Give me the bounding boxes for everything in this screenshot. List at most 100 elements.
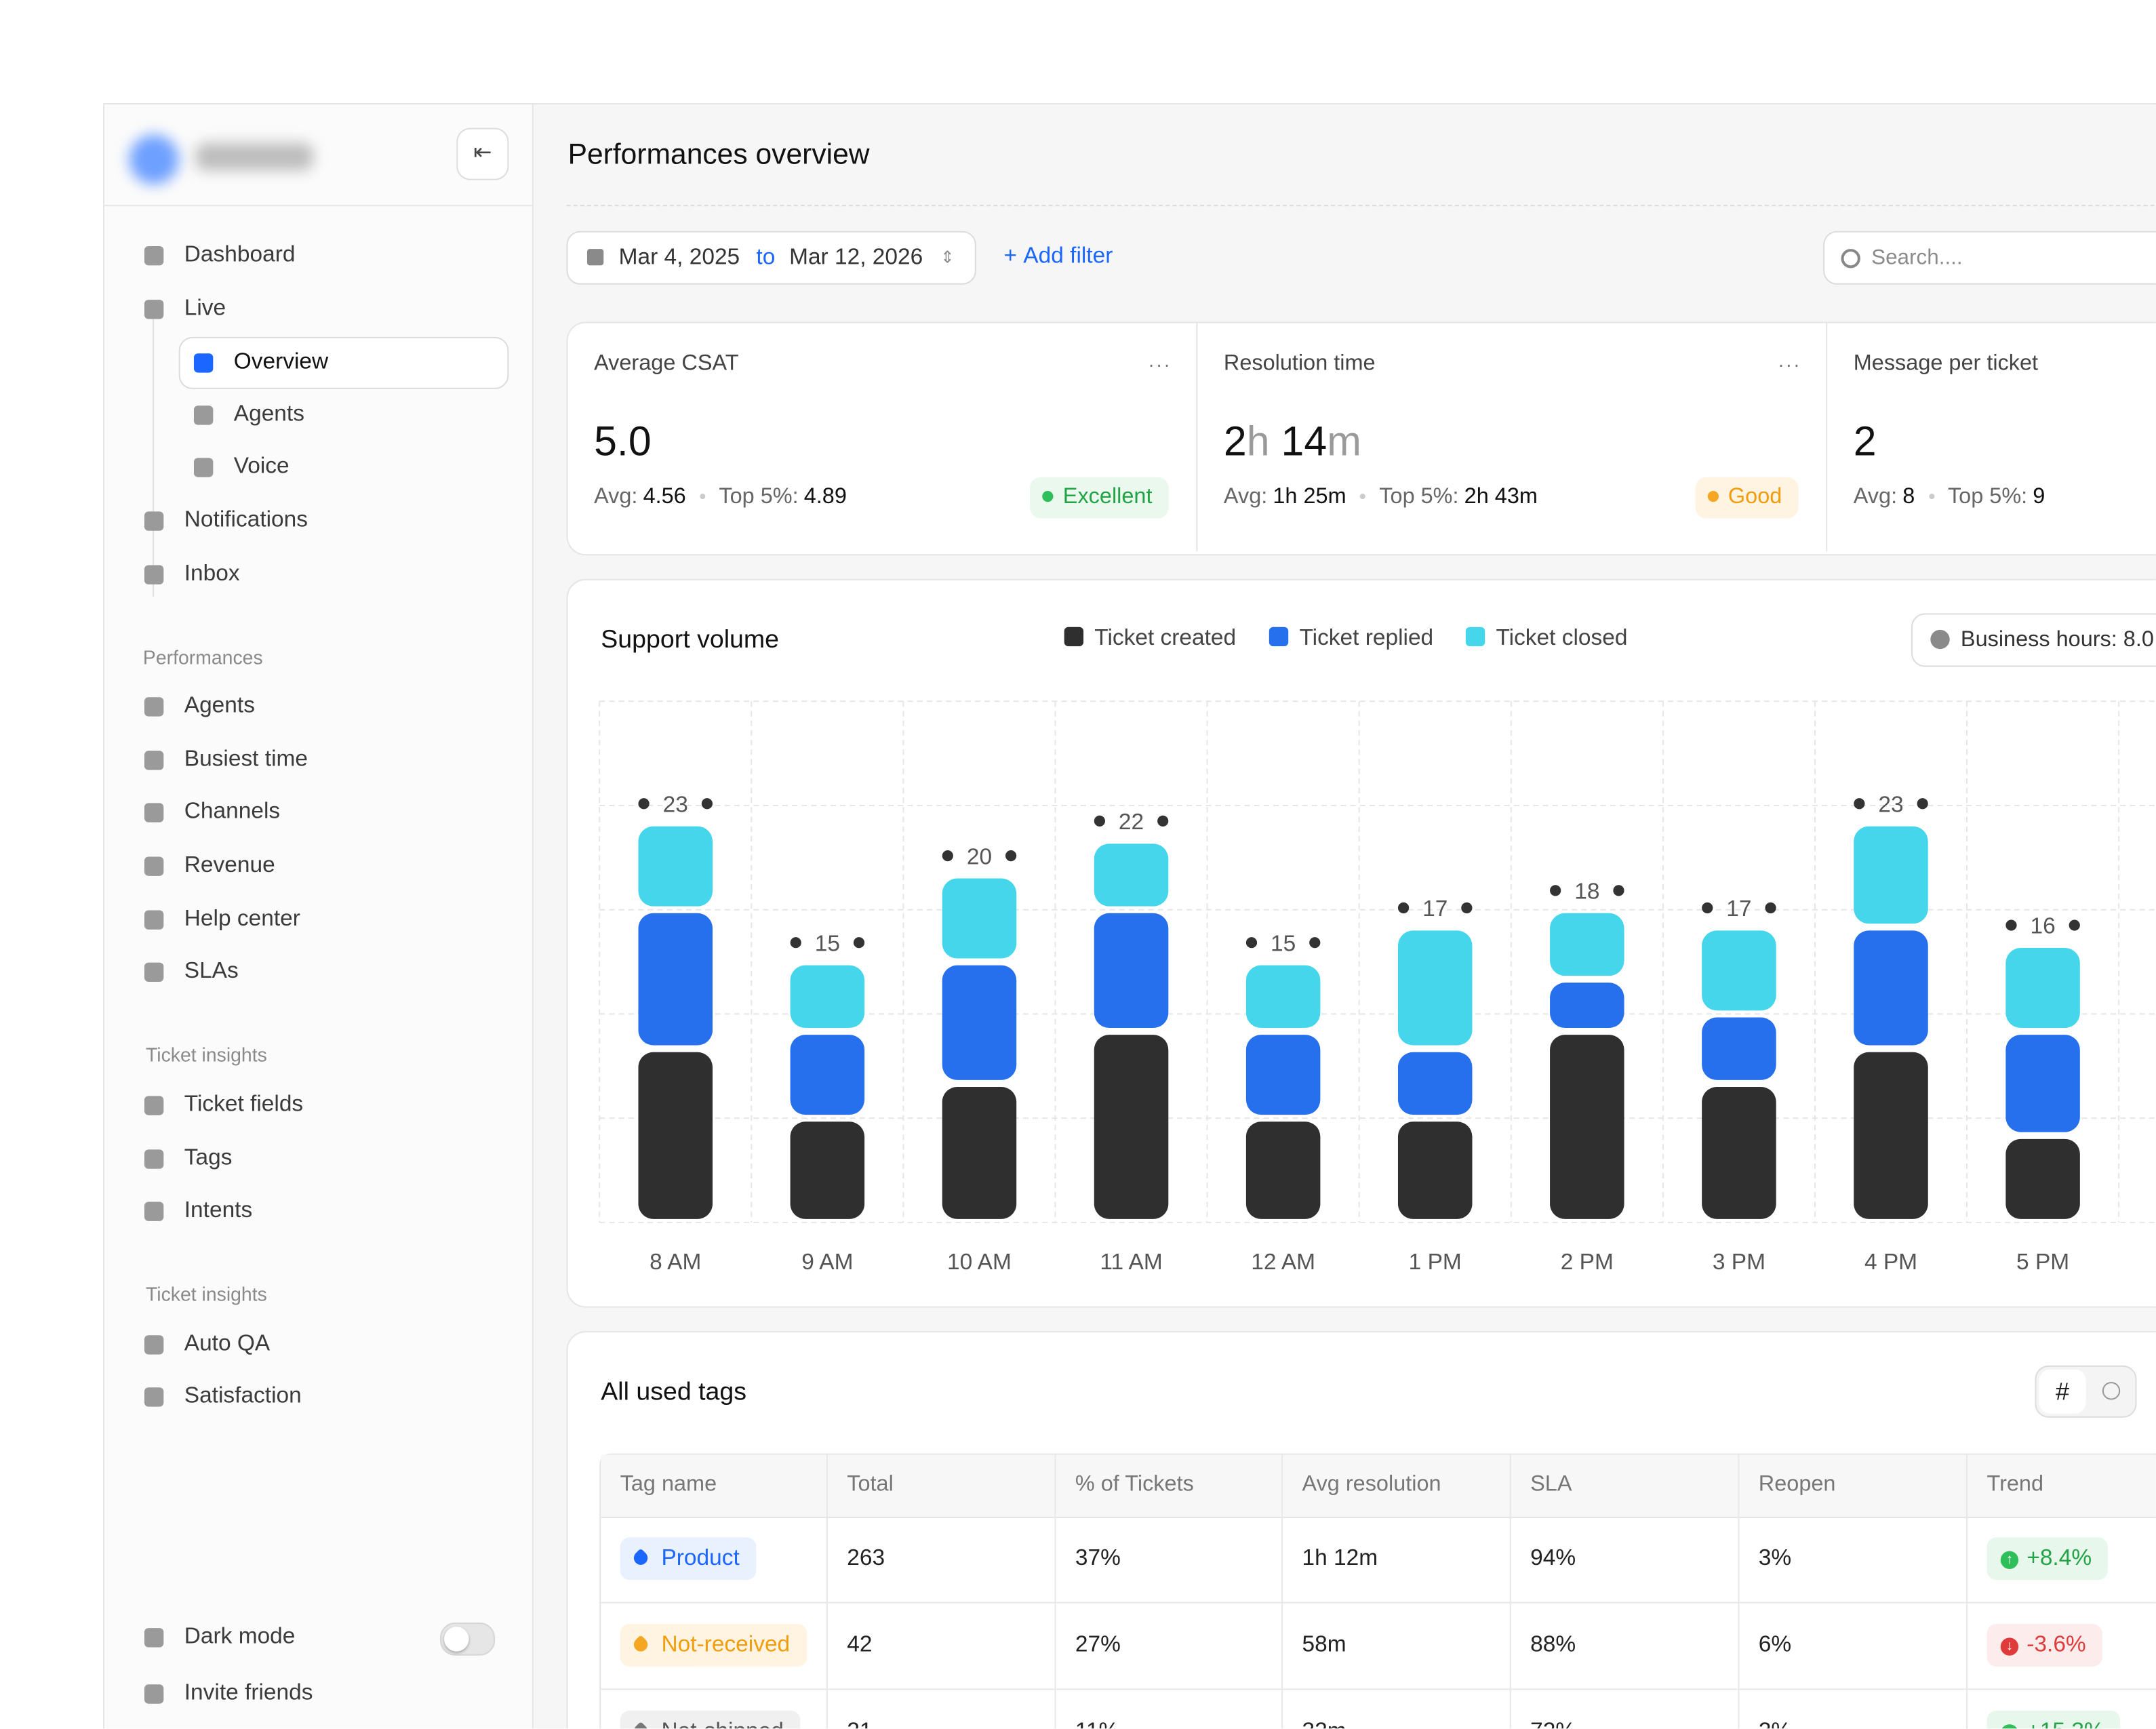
nav-item[interactable]: Ticket fields xyxy=(184,1092,304,1117)
kpi-value: 2h 14m xyxy=(1224,420,1361,466)
bar-segment xyxy=(1702,1086,1776,1219)
bar-segment xyxy=(790,1121,865,1219)
nav-item[interactable]: Channels xyxy=(184,799,281,824)
bar-segment xyxy=(1245,1121,1321,1219)
top-value: 9 xyxy=(2033,485,2045,509)
tag-pill[interactable]: Not-shipped xyxy=(620,1710,801,1729)
kpi-value-part: h xyxy=(1246,419,1270,465)
tag-pill[interactable]: Not-received xyxy=(620,1624,807,1667)
row-line xyxy=(601,1602,2156,1604)
nav-icon xyxy=(144,511,164,531)
total-label: 15 xyxy=(815,931,840,956)
bar-segment xyxy=(2005,1138,2080,1219)
total-dot xyxy=(1461,902,1473,914)
business-hours-label: Business hours: 8.0 xyxy=(1960,628,2154,652)
nav-icon xyxy=(144,751,164,770)
tag-pill[interactable]: Product xyxy=(620,1537,757,1581)
trend-value: +8.4% xyxy=(2027,1545,2092,1570)
nav-item[interactable]: Auto QA xyxy=(184,1331,271,1356)
total-dot xyxy=(1550,885,1561,896)
trend-pill: ↑ +15.3% xyxy=(1987,1710,2121,1729)
bar-segment xyxy=(1094,843,1169,907)
nav-icon xyxy=(144,1096,164,1115)
bar-segment xyxy=(1854,1052,1928,1219)
nav-icon xyxy=(144,1628,164,1648)
top-value: 2h 43m xyxy=(1464,485,1538,509)
date-to: Mar 12, 2026 xyxy=(789,244,923,270)
nav-item[interactable]: Inbox xyxy=(184,561,240,586)
chart: Ticket created Ticket replied Ticket close… xyxy=(599,625,2156,1275)
total-dot xyxy=(1094,815,1106,827)
kpi-value-part: 14 xyxy=(1269,419,1327,465)
x-tick-label: 3 PM xyxy=(1713,1250,1765,1275)
bar-segment xyxy=(942,965,1017,1080)
cell: 88% xyxy=(1530,1632,1576,1657)
total-dot xyxy=(638,798,650,810)
search-box[interactable]: Search.... xyxy=(1823,231,2156,285)
total-dot xyxy=(2069,919,2080,931)
bar-segment xyxy=(1094,913,1169,1028)
kpi-row xyxy=(566,321,2156,556)
nav-item[interactable]: Dashboard xyxy=(184,241,296,267)
section-label: Performances xyxy=(142,646,263,669)
nav-item[interactable]: Satisfaction xyxy=(184,1383,302,1408)
date-range[interactable]: Mar 4, 2025 to Mar 12, 2026 ⇕ xyxy=(566,231,976,285)
bar-segment xyxy=(1245,965,1321,1028)
more-menu[interactable]: ··· xyxy=(1778,353,1801,376)
bar-segment xyxy=(1854,930,1928,1046)
nav-item[interactable]: Live xyxy=(184,296,226,321)
cell: 32m xyxy=(1302,1719,1346,1728)
bar-segment xyxy=(1550,982,1624,1028)
column-header: Avg resolution xyxy=(1302,1472,1441,1496)
nav-item[interactable]: Tags xyxy=(184,1145,233,1170)
nav-item[interactable]: Invite friends xyxy=(184,1680,313,1705)
total-dot xyxy=(853,937,865,949)
nav-item[interactable]: SLAs xyxy=(184,958,239,984)
nav-item[interactable]: Agents xyxy=(184,693,255,718)
chart-title: Support volume xyxy=(601,624,780,654)
total-dot xyxy=(942,850,953,862)
bar-segment xyxy=(1397,930,1473,1046)
x-tick-label: 8 AM xyxy=(650,1250,701,1275)
tag-name: Product xyxy=(661,1545,740,1570)
total-dot xyxy=(701,798,713,810)
collapse-button[interactable]: ⇤ xyxy=(456,127,509,180)
trend-icon: ↑ xyxy=(2000,1724,2019,1729)
section-label: Ticket insights xyxy=(145,1283,267,1305)
legend-swatch xyxy=(1064,627,1084,647)
nav-icon xyxy=(144,1684,164,1704)
avg-value: 4.56 xyxy=(643,485,686,509)
nav-item[interactable]: Overview xyxy=(233,349,329,374)
bar-segment xyxy=(638,1052,713,1219)
nav-item[interactable]: Dark mode xyxy=(184,1624,296,1649)
bar-segment xyxy=(942,878,1017,959)
col-line xyxy=(1509,1454,1511,1729)
total-label: 17 xyxy=(1422,896,1448,921)
tag-name: Not-received xyxy=(661,1632,791,1657)
legend-label: Ticket closed xyxy=(1496,625,1627,650)
nav-item[interactable]: Agents xyxy=(233,401,304,426)
nav-item[interactable]: Revenue xyxy=(184,852,275,877)
nav-item[interactable]: Intents xyxy=(184,1197,253,1223)
toggle[interactable] xyxy=(439,1623,496,1656)
more-menu[interactable]: ··· xyxy=(1148,353,1172,376)
business-hours[interactable]: Business hours: 8.0 xyxy=(1911,613,2156,667)
cell: 21 xyxy=(847,1719,872,1728)
nav-item[interactable]: Notifications xyxy=(184,507,308,532)
x-tick-label: 11 AM xyxy=(1100,1250,1162,1275)
nav-icon xyxy=(193,458,214,477)
cell: 58m xyxy=(1302,1632,1346,1657)
add-filter[interactable]: + Add filter xyxy=(1003,243,1113,269)
bar-segment xyxy=(790,965,865,1028)
kpi-title: Message per ticket xyxy=(1853,352,2039,376)
bar-segment xyxy=(1550,913,1624,976)
view-toggle[interactable]: # xyxy=(2035,1365,2137,1418)
nav-item[interactable]: Busiest time xyxy=(184,747,308,772)
sep xyxy=(1359,494,1366,500)
kpi-stats: Avg: 1h 25m Top 5%: 2h 43m xyxy=(1224,485,1538,511)
total-dot xyxy=(2005,919,2017,931)
nav-item[interactable]: Voice xyxy=(233,454,290,479)
nav-item[interactable]: Help center xyxy=(184,906,300,931)
nav-icon xyxy=(144,1387,164,1407)
